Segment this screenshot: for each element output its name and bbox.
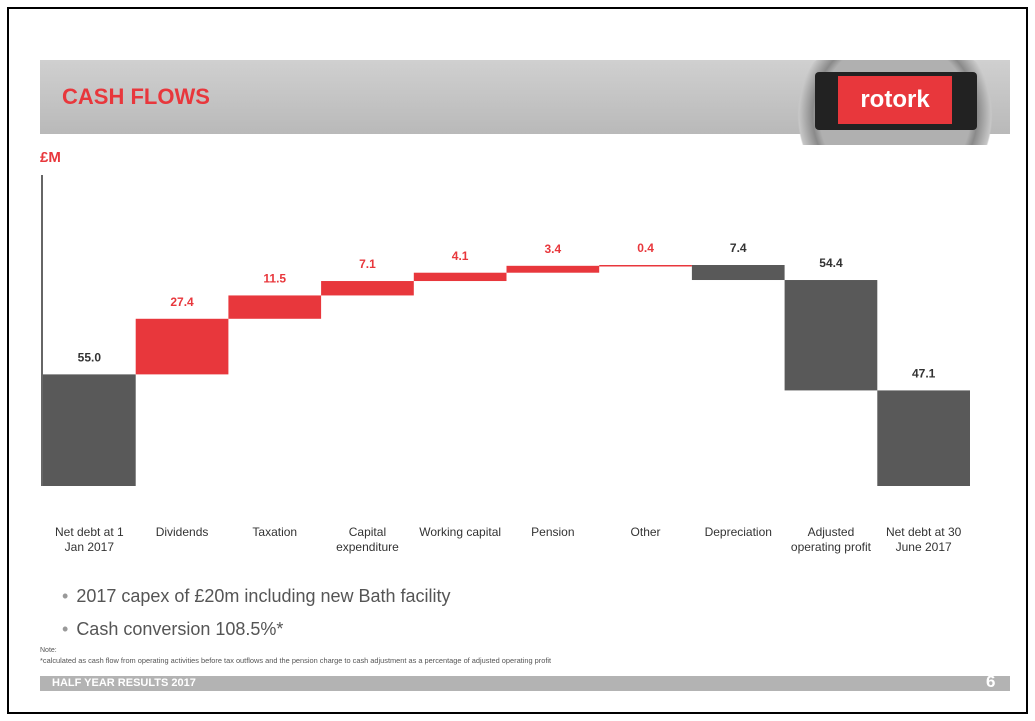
value-label: 55.0 [78, 351, 102, 365]
chart: £M 55.0 27.4 11.5 7.1 4.1 3.4 0.4 7.4 54.4 47.1 [0, 0, 1035, 600]
x-tick-label: Pension [508, 525, 598, 540]
y-axis-label: £M [40, 149, 61, 166]
bullet-text: 2017 capex of £20m including new Bath fa… [76, 586, 450, 606]
slide: CASH FLOWS rotork £M 55.027.411.57.14.13… [0, 0, 1035, 721]
bar [507, 266, 600, 273]
bar [43, 374, 136, 486]
x-tick-label: Taxation [230, 525, 320, 540]
bar [321, 281, 414, 295]
x-tick-label: Net debt at 30 June 2017 [879, 525, 969, 555]
bar [136, 319, 229, 375]
x-tick-label: Net debt at 1 Jan 2017 [44, 525, 134, 555]
value-label: 54.4 [819, 256, 843, 270]
value-label: 7.4 [730, 241, 747, 255]
value-label: 0.4 [637, 241, 654, 255]
value-label: 4.1 [452, 249, 469, 263]
value-label: 47.1 [912, 367, 936, 381]
bullet-text: Cash conversion 108.5%* [76, 619, 283, 639]
bar [414, 273, 507, 281]
x-tick-label: Depreciation [693, 525, 783, 540]
bar [785, 280, 878, 390]
value-label: 3.4 [545, 242, 562, 256]
x-tick-label: Capital expenditure [322, 525, 412, 555]
bar [692, 265, 785, 280]
x-tick-label: Dividends [137, 525, 227, 540]
x-tick-label: Working capital [415, 525, 505, 540]
value-label: 27.4 [170, 295, 194, 309]
x-tick-label: Other [601, 525, 691, 540]
value-label: 11.5 [263, 272, 286, 286]
bullet: •Cash conversion 108.5%* [62, 619, 283, 640]
note: *calculated as cash flow from operating … [40, 656, 551, 665]
bar [228, 295, 321, 318]
value-label: 7.1 [359, 257, 376, 271]
note-heading: Note: [40, 647, 57, 654]
page-number: 6 [986, 672, 995, 692]
bullet: •2017 capex of £20m including new Bath f… [62, 586, 451, 607]
bar [877, 390, 970, 486]
bar [599, 265, 692, 267]
footer-text: HALF YEAR RESULTS 2017 [52, 677, 196, 689]
x-tick-label: Adjusted operating profit [786, 525, 876, 555]
